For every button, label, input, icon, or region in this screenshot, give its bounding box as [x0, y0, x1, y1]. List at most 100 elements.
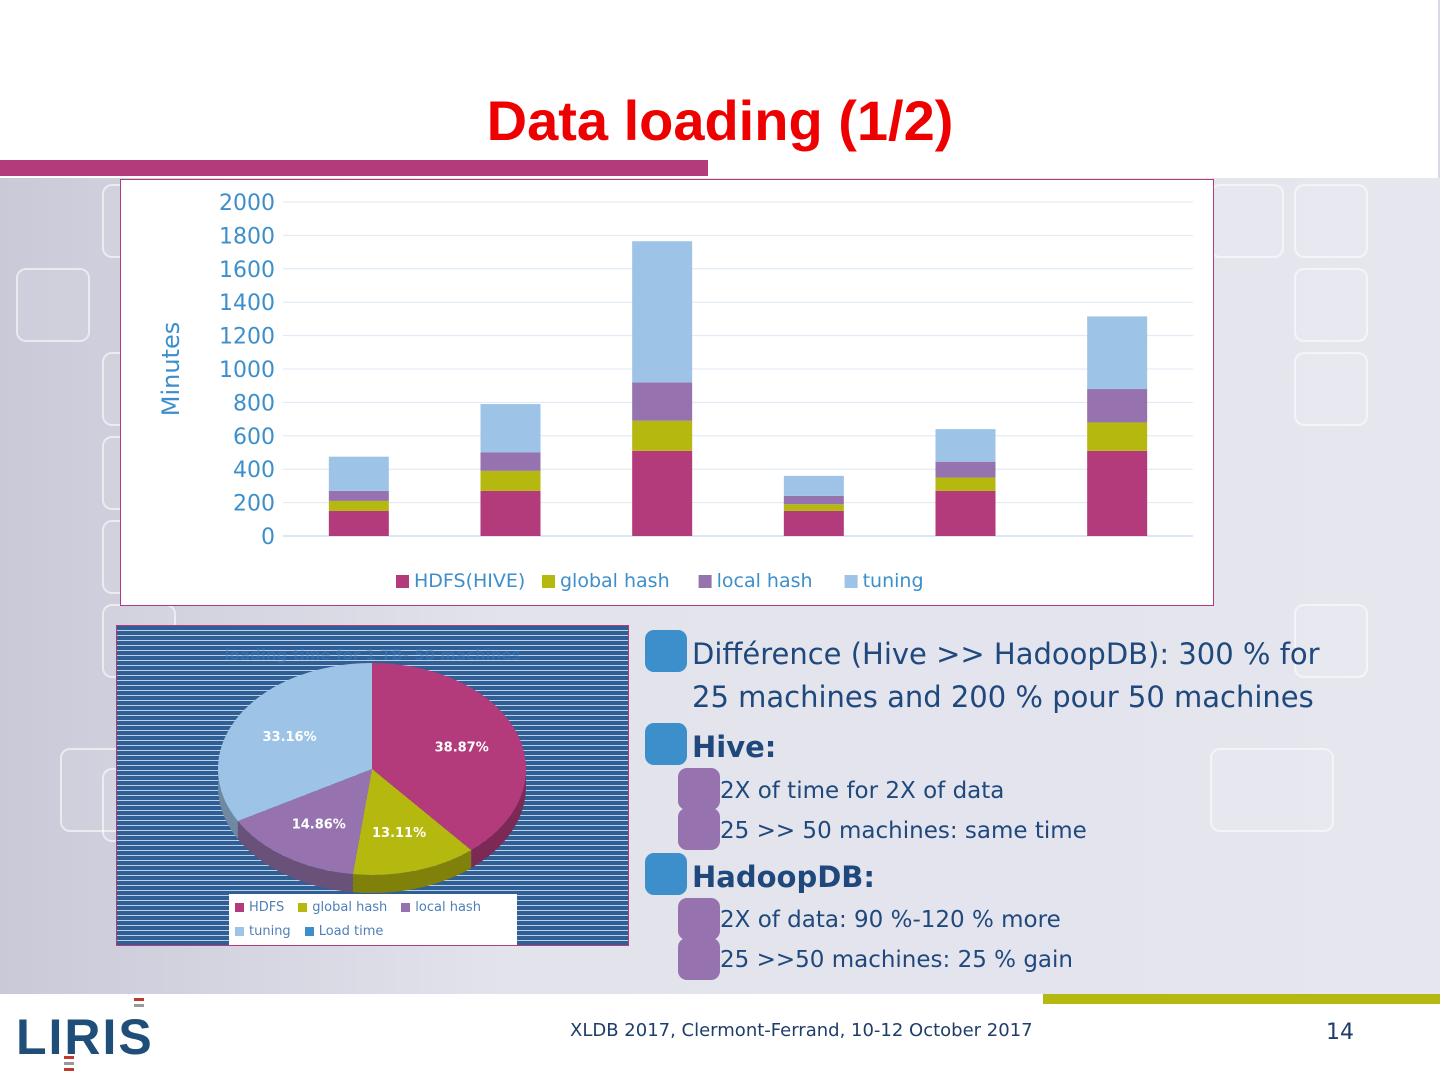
background-tile [1294, 604, 1368, 678]
bar-segment [935, 429, 996, 462]
background-tile [16, 268, 90, 342]
background-tile [1294, 268, 1368, 342]
legend-swatch [396, 575, 409, 588]
bullet-hive-sub2: 25 >> 50 machines: same time [720, 818, 1087, 844]
top-right-divider [1438, 0, 1440, 178]
bullet-difference-line1: Différence (Hive >> HadoopDB): 300 % for [692, 637, 1320, 671]
bullet-hive: Hive: [692, 730, 777, 764]
bar-segment [1087, 389, 1148, 423]
sub-bullet-marker [678, 808, 720, 850]
y-tick-label: 800 [233, 391, 275, 416]
logo-mark [64, 1068, 74, 1071]
pie-slice [372, 663, 526, 851]
y-tick-label: 200 [233, 492, 275, 517]
bullet-marker [645, 723, 687, 765]
bar-segment [1087, 450, 1148, 536]
pie-slice [237, 769, 372, 875]
slide-title: Data loading (1/2) [486, 89, 954, 152]
pie-slice-side [218, 764, 238, 839]
pie-slice [218, 663, 372, 821]
pie-chart: loading time for 1 TB- 50 machines 38.87… [116, 625, 629, 946]
legend-label: global hash [560, 570, 670, 592]
y-tick-label: 2000 [219, 191, 275, 216]
bar-segment [1087, 422, 1148, 451]
y-axis-label: Minutes [157, 322, 185, 416]
background-tile [1294, 184, 1368, 258]
pie-slice-side [352, 850, 472, 893]
bar-segment [632, 382, 693, 421]
legend-swatch [698, 575, 712, 588]
pie-data-label: 33.16% [262, 730, 316, 745]
bar-segment [328, 500, 389, 511]
logo-mark [64, 1056, 74, 1059]
bar-segment [632, 241, 693, 383]
footer-conference: XLDB 2017, Clermont-Ferrand, 10-12 Octob… [570, 1020, 1033, 1041]
logo-mark [64, 1062, 74, 1065]
legend-label: local hash [717, 570, 813, 592]
bar-segment [632, 420, 693, 451]
legend-item-global-hash: global hash [298, 900, 387, 915]
legend-item-local-hash: local hash [401, 900, 481, 915]
page-number: 14 [1326, 1020, 1354, 1045]
background-tile [1210, 748, 1334, 832]
bullet-difference-line2: 25 machines and 200 % pour 50 machines [692, 680, 1314, 714]
bar-segment [632, 450, 693, 536]
bullet-hadoopdb-sub1: 2X of data: 90 %-120 % more [720, 907, 1061, 933]
pie-chart-svg: 38.87% 13.11% 14.86% 33.16% [218, 663, 526, 893]
bar-segment [783, 475, 844, 496]
y-tick-label: 400 [233, 458, 275, 483]
legend-item-tuning: tuning [235, 924, 291, 939]
background-tile [1210, 184, 1284, 258]
logo-mark [134, 1004, 144, 1007]
bar-segment [935, 477, 996, 491]
y-tick-label: 600 [233, 425, 275, 450]
y-tick-label: 1200 [219, 325, 275, 350]
pie-legend: HDFS global hash local hash tuning Load … [229, 894, 517, 945]
legend-label: HDFS(HIVE) [414, 570, 525, 592]
y-tick-label: 1600 [219, 258, 275, 283]
bullet-hive-sub1: 2X of time for 2X of data [720, 778, 1005, 804]
legend-swatch [844, 575, 858, 588]
bar-segment [480, 470, 541, 491]
legend-label: tuning [863, 570, 924, 592]
y-tick-label: 1800 [219, 224, 275, 249]
y-tick-label: 0 [261, 525, 275, 550]
legend-swatch [542, 575, 555, 588]
title-accent-bar [0, 160, 708, 176]
bullet-hadoopdb: HadoopDB: [692, 860, 875, 894]
bullet-marker [645, 853, 687, 895]
bar-segment [1087, 316, 1148, 390]
background-tile [1294, 352, 1368, 426]
pie-slice-side [237, 820, 353, 893]
bar-segment [480, 452, 541, 471]
pie-slice-side [471, 766, 526, 869]
bar-segment [328, 510, 389, 536]
stacked-bar-chart: 0 200 400 600 800 1000 1200 1400 1600 1800 2000 Min… [120, 179, 1214, 606]
logo-lettering: LIRIS [16, 1009, 154, 1065]
bar-segment [935, 461, 996, 478]
bar-segment [935, 490, 996, 536]
sub-bullet-marker [678, 938, 720, 980]
y-tick-label: 1400 [219, 291, 275, 316]
pie-data-label: 38.87% [435, 740, 489, 755]
logo-mark [134, 998, 144, 1001]
bar-segment [480, 490, 541, 536]
y-tick-label: 1000 [219, 358, 275, 383]
footer-accent-bar [1043, 994, 1440, 1004]
bullet-marker [645, 630, 687, 672]
bar-chart-svg: 0 200 400 600 800 1000 1200 1400 1600 1800 2000 Min… [157, 191, 1193, 592]
pie-data-label: 13.11% [372, 826, 426, 841]
pie-slice [352, 769, 472, 875]
bar-segment [480, 404, 541, 453]
legend-item-load-time: Load time [304, 924, 383, 939]
bar-segment [783, 495, 844, 505]
legend-item-hdfs: HDFS [235, 900, 284, 915]
sub-bullet-marker [678, 898, 720, 940]
bar-segment [328, 456, 389, 491]
liris-logo: LIRIS [16, 998, 154, 1071]
bar-segment [783, 510, 844, 536]
sub-bullet-marker [678, 768, 720, 810]
pie-data-label: 14.86% [292, 818, 346, 833]
bar-segment [328, 490, 389, 501]
bar-segment [783, 504, 844, 511]
